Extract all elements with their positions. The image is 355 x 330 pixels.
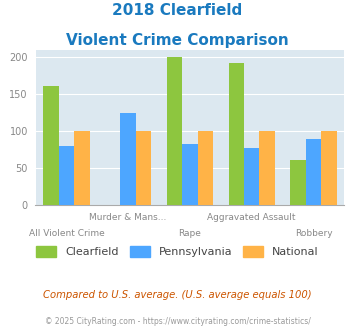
Text: Aggravated Assault: Aggravated Assault [207, 213, 296, 222]
Text: Violent Crime Comparison: Violent Crime Comparison [66, 33, 289, 48]
Bar [182, 144, 198, 205]
Bar [136, 131, 151, 205]
Text: © 2025 CityRating.com - https://www.cityrating.com/crime-statistics/: © 2025 CityRating.com - https://www.city… [45, 317, 310, 326]
Bar [59, 146, 74, 205]
Text: Robbery: Robbery [295, 229, 332, 238]
Bar [167, 57, 182, 205]
Bar [74, 131, 89, 205]
Bar [120, 113, 136, 205]
Text: All Violent Crime: All Violent Crime [28, 229, 104, 238]
Bar [290, 159, 306, 205]
Bar [321, 131, 337, 205]
Legend: Clearfield, Pennsylvania, National: Clearfield, Pennsylvania, National [32, 242, 323, 262]
Bar [229, 63, 244, 205]
Bar [244, 148, 260, 205]
Bar [43, 86, 59, 205]
Text: Compared to U.S. average. (U.S. average equals 100): Compared to U.S. average. (U.S. average … [43, 290, 312, 300]
Text: 2018 Clearfield: 2018 Clearfield [113, 3, 242, 18]
Text: Murder & Mans...: Murder & Mans... [89, 213, 167, 222]
Bar [260, 131, 275, 205]
Text: Rape: Rape [179, 229, 201, 238]
Bar [306, 139, 321, 205]
Bar [198, 131, 213, 205]
